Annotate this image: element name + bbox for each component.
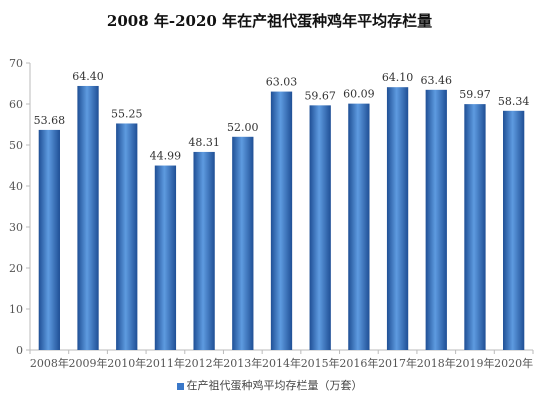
data-label: 63.46 xyxy=(421,74,453,87)
x-tick-label: 2009年 xyxy=(69,356,108,370)
data-labels: 53.68 64.40 55.25 44.99 48.31 52.00 63.03 59.67… xyxy=(34,70,530,163)
data-label: 63.03 xyxy=(266,76,298,89)
bar xyxy=(503,110,525,350)
data-label: 44.99 xyxy=(150,150,182,163)
x-tick-label: 2020年 xyxy=(494,356,533,370)
y-tick-label: 20 xyxy=(9,262,23,275)
bar xyxy=(77,85,99,351)
data-label: 55.25 xyxy=(111,107,143,120)
x-tick-label: 2019年 xyxy=(455,356,494,370)
x-axis-ticks: 2008年 2009年 2010年 2011年 2012年 2013年 2014年 2015年… xyxy=(29,350,534,370)
x-tick-label: 2018年 xyxy=(417,356,456,370)
data-label: 59.97 xyxy=(459,88,491,101)
bar xyxy=(425,89,447,351)
y-axis-ticks: 0 10 20 30 40 50 60 70 xyxy=(9,57,30,357)
bar xyxy=(193,151,215,350)
legend-swatch xyxy=(176,382,184,390)
y-tick-label: 40 xyxy=(9,180,23,193)
x-tick-label: 2013年 xyxy=(223,356,262,370)
data-label: 53.68 xyxy=(34,114,66,127)
x-tick-label: 2008年 xyxy=(30,356,69,370)
data-label: 58.34 xyxy=(498,95,530,108)
y-tick-label: 30 xyxy=(9,221,23,234)
y-tick-label: 70 xyxy=(9,57,23,70)
bar xyxy=(309,105,331,350)
y-tick-label: 10 xyxy=(9,303,23,316)
x-tick-label: 2014年 xyxy=(262,356,301,370)
x-tick-label: 2016年 xyxy=(339,356,378,370)
x-tick-label: 2012年 xyxy=(185,356,224,370)
x-tick-label: 2017年 xyxy=(378,356,417,370)
bar xyxy=(386,87,409,350)
bars xyxy=(38,85,525,351)
data-label: 52.00 xyxy=(227,121,259,134)
bar xyxy=(38,129,60,350)
x-tick-label: 2010年 xyxy=(107,356,146,370)
bar xyxy=(348,103,370,350)
chart-title: 2008 年-2020 年在产祖代蛋种鸡年平均存栏量 xyxy=(106,12,433,30)
x-tick-label: 2015年 xyxy=(301,356,340,370)
legend-label: 在产祖代蛋种鸡平均存栏量（万套） xyxy=(186,379,363,392)
y-tick-label: 60 xyxy=(9,98,23,111)
bar xyxy=(464,104,486,350)
y-tick-label: 0 xyxy=(16,344,23,357)
bar xyxy=(232,136,254,350)
x-tick-label: 2011年 xyxy=(146,356,185,370)
legend: 在产祖代蛋种鸡平均存栏量（万套） xyxy=(0,377,539,393)
data-label: 59.67 xyxy=(304,89,336,102)
data-label: 64.10 xyxy=(382,71,414,84)
data-label: 48.31 xyxy=(188,136,220,149)
bar xyxy=(270,91,293,351)
y-tick-label: 50 xyxy=(9,139,23,152)
data-label: 64.40 xyxy=(72,70,104,83)
data-label: 60.09 xyxy=(343,88,375,101)
bar xyxy=(154,165,177,350)
bar xyxy=(116,123,138,350)
